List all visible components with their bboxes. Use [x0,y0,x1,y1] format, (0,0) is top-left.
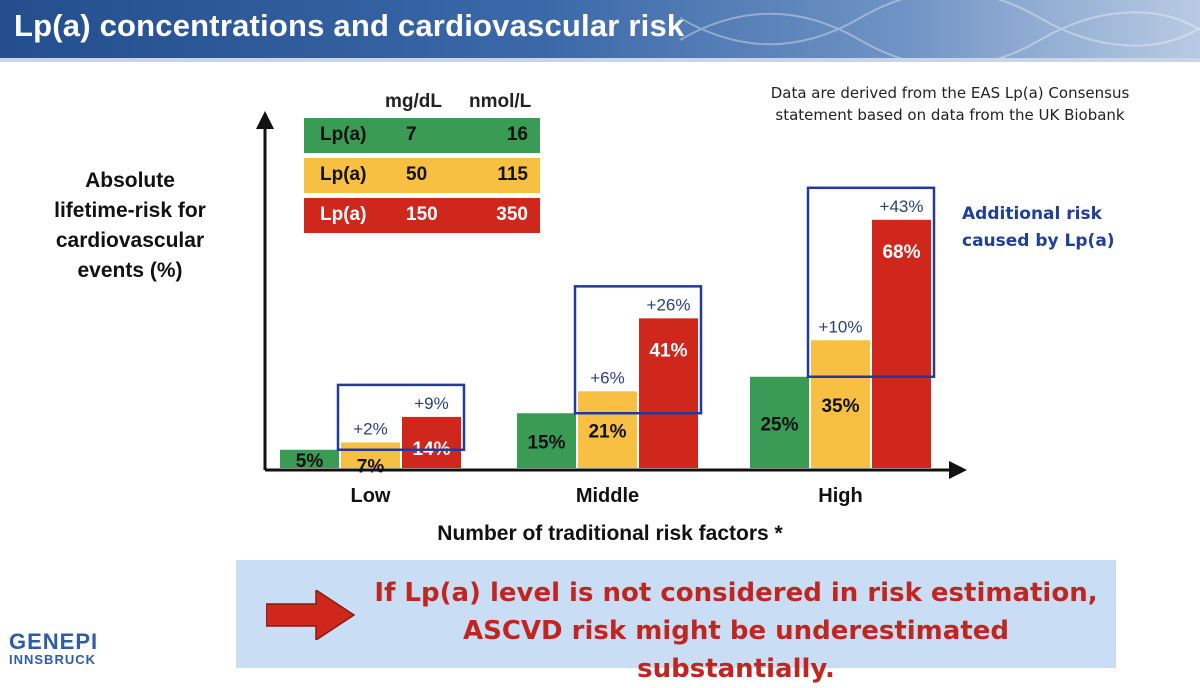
source-note: Data are derived from the EAS Lp(a) Cons… [740,82,1160,126]
legend-row-mg: 7 [406,124,417,145]
source-note-line-1: Data are derived from the EAS Lp(a) Cons… [770,84,1130,102]
y-axis-label-line-1: Absolute [85,169,175,192]
x-tick-label: Middle [576,485,639,507]
legend-header-nmol: nmol/L [469,91,532,112]
source-note-line-2: statement based on data from the UK Biob… [775,106,1125,124]
legend-row-low: Lp(a) 7 16 [304,118,540,153]
y-axis-label-line-4: events (%) [77,259,183,282]
conclusion-line-1: If Lp(a) level is not considered in risk… [374,578,1098,608]
additional-risk-box [806,186,936,378]
legend-row-label: Lp(a) [320,164,367,185]
header-divider [0,58,1200,62]
legend-row-nmol: 16 [506,124,528,145]
increment-label: +9% [414,394,449,413]
additional-risk-box [336,383,466,451]
increment-label: +2% [353,419,388,438]
data-label: 5% [296,451,324,472]
bar [341,442,400,468]
genepi-logo: GENEPI INNSBRUCK [9,631,119,667]
data-label: 7% [357,456,385,477]
data-label: 21% [588,422,626,443]
legend-row-high: Lp(a) 150 350 [304,198,540,233]
red-arrow-icon [266,590,356,640]
bar [578,391,637,468]
bar [811,340,870,468]
data-label: 15% [527,433,565,454]
legend-header-mg: mg/dL [385,91,442,112]
bar [280,449,339,468]
y-axis-label-line-2: lifetime-risk for [54,199,206,222]
bar [517,413,576,468]
additional-risk-line-1: Additional risk [962,204,1102,224]
legend-row-label: Lp(a) [320,124,367,145]
additional-risk-box [573,285,703,415]
bar [750,376,809,468]
additional-risk-line-2: caused by Lp(a) [962,231,1115,251]
bar [402,416,461,468]
dna-helix-decoration [680,0,1200,58]
data-label: 41% [649,340,687,361]
data-label: 35% [821,396,859,417]
conclusion-line-2: ASCVD risk might be underestimated subst… [463,616,1009,684]
page-title: Lp(a) concentrations and cardiovascular … [14,8,685,43]
increment-label: +10% [819,317,863,336]
increment-label: +6% [590,368,625,387]
conclusion-banner: If Lp(a) level is not considered in risk… [236,560,1116,684]
y-axis-label-line-3: cardiovascular [55,229,205,252]
increment-label: +26% [647,295,691,314]
data-label: 25% [760,414,798,435]
legend-row-nmol: 115 [497,164,528,185]
bar [872,219,931,468]
legend-row-label: Lp(a) [320,204,367,225]
legend-row-nmol: 350 [496,204,528,225]
x-tick-label: Low [351,485,391,507]
increment-label: +43% [880,197,924,216]
x-axis-label: Number of traditional risk factors * [437,522,783,545]
header-bar: Lp(a) concentrations and cardiovascular … [0,0,1200,58]
bar [639,318,698,468]
legend-row-mg: 50 [406,164,428,185]
data-label: 68% [882,242,920,263]
logo-line-1: GENEPI [9,629,99,654]
additional-risk-note: Additional risk caused by Lp(a) [962,201,1115,255]
conclusion-text: If Lp(a) level is not considered in risk… [366,574,1106,688]
x-tick-label: High [818,485,862,507]
legend-row-mg: 150 [406,204,438,225]
y-axis-label: Absolute lifetime-risk for cardiovascula… [40,166,220,286]
legend-row-mid: Lp(a) 50 115 [304,158,540,193]
logo-line-2: INNSBRUCK [9,652,96,667]
